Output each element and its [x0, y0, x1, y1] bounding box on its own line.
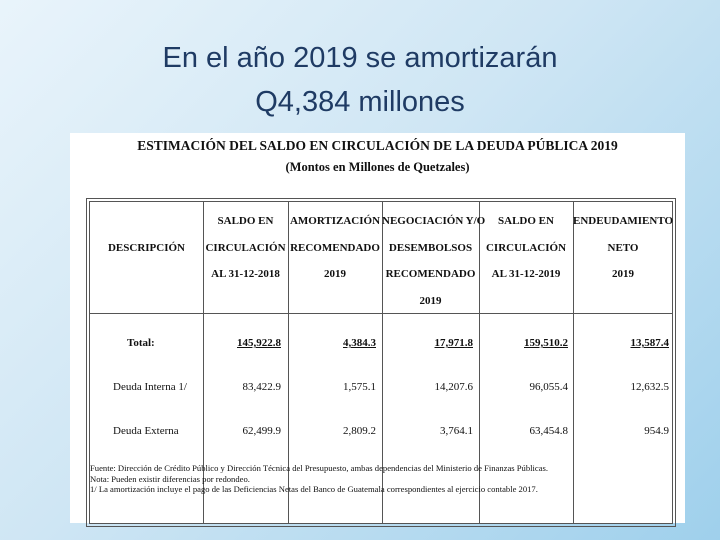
header-line: AL 31-12-2018 [211, 268, 280, 280]
note-source: Fuente: Dirección de Crédito Público y D… [90, 463, 549, 473]
header-line: 2019 [419, 294, 442, 307]
table-cell: 17,971.8 [434, 337, 474, 349]
header-line: AL 31-12-2019 [491, 268, 561, 280]
scanned-table-image: ESTIMACIÓN DEL SALDO EN CIRCULACIÓN DE L… [70, 133, 685, 527]
header-line: DESEMBOLSOS [388, 241, 473, 254]
header-saldo-2019: SALDO EN CIRCULACIÓN AL 31-12-2019 [479, 208, 573, 288]
table-notes: Fuente: Dirección de Crédito Público y D… [90, 463, 680, 495]
header-line: RECOMENDADO [385, 268, 476, 280]
note-footnote: 1/ La amortización incluye el pago de la… [90, 484, 538, 494]
header-line: 2019 [324, 268, 346, 280]
table-cell: 4,384.3 [343, 337, 376, 349]
header-line: CIRCULACIÓN [205, 241, 286, 254]
row-label-deuda-interna: Deuda Interna 1/ [113, 381, 187, 393]
header-amortizacion: AMORTIZACIÓN RECOMENDADO 2019 [288, 208, 382, 288]
column-divider [573, 202, 574, 523]
table-cell: 954.9 [644, 425, 669, 437]
header-line: NEGOCIACIÓN Y/O [382, 215, 486, 227]
header-negociacion: NEGOCIACIÓN Y/O DESEMBOLSOS RECOMENDADO … [382, 208, 486, 314]
header-line: DESCRIPCIÓN [107, 242, 185, 254]
table-cell: 96,055.4 [529, 381, 569, 393]
header-line: 2019 [612, 268, 634, 280]
row-label-deuda-externa: Deuda Externa [113, 425, 179, 437]
column-divider [203, 202, 204, 523]
table-cell: 145,922.8 [237, 337, 281, 349]
slide-title-line-2: Q4,384 millones [255, 86, 465, 118]
header-line: SALDO EN [498, 215, 554, 227]
header-descripcion: DESCRIPCIÓN [90, 235, 203, 262]
table-cell: 1,575.1 [343, 381, 376, 393]
table-heading: ESTIMACIÓN DEL SALDO EN CIRCULACIÓN DE L… [137, 138, 618, 153]
slide-title: En el año 2019 se amortizarán Q4,384 mil… [0, 36, 720, 124]
debt-table-inner: DESCRIPCIÓN SALDO EN CIRCULACIÓN AL 31-1… [89, 201, 673, 524]
slide-title-line-1: En el año 2019 se amortizarán [162, 42, 558, 74]
table-cell: 159,510.2 [524, 337, 568, 349]
header-divider [90, 313, 672, 314]
header-line: AMORTIZACIÓN [289, 215, 381, 227]
table-cell: 3,764.1 [440, 425, 473, 437]
header-saldo-2018: SALDO EN CIRCULACIÓN AL 31-12-2018 [203, 208, 288, 288]
header-line: NETO [607, 241, 639, 254]
table-cell: 63,454.8 [529, 425, 569, 437]
debt-table: DESCRIPCIÓN SALDO EN CIRCULACIÓN AL 31-1… [86, 198, 676, 527]
table-cell: 2,809.2 [343, 425, 376, 437]
header-line: CIRCULACIÓN [485, 241, 567, 254]
column-divider [382, 202, 383, 523]
row-label-total: Total: [127, 337, 155, 349]
header-line: RECOMENDADO [290, 241, 380, 254]
header-line: SALDO EN [217, 215, 274, 227]
header-line: ENDEUDAMIENTO [573, 215, 674, 227]
table-subheading: (Montos en Millones de Quetzales) [285, 160, 470, 174]
column-divider [479, 202, 480, 523]
column-divider [288, 202, 289, 523]
table-cell: 12,632.5 [630, 381, 670, 393]
header-endeudamiento: ENDEUDAMIENTO NETO 2019 [573, 208, 673, 288]
table-cell: 83,422.9 [242, 381, 282, 393]
note-rounding: Nota: Pueden existir diferencias por red… [90, 473, 250, 484]
table-cell: 14,207.6 [434, 381, 474, 393]
table-cell: 62,499.9 [242, 425, 282, 437]
table-cell: 13,587.4 [630, 337, 670, 349]
